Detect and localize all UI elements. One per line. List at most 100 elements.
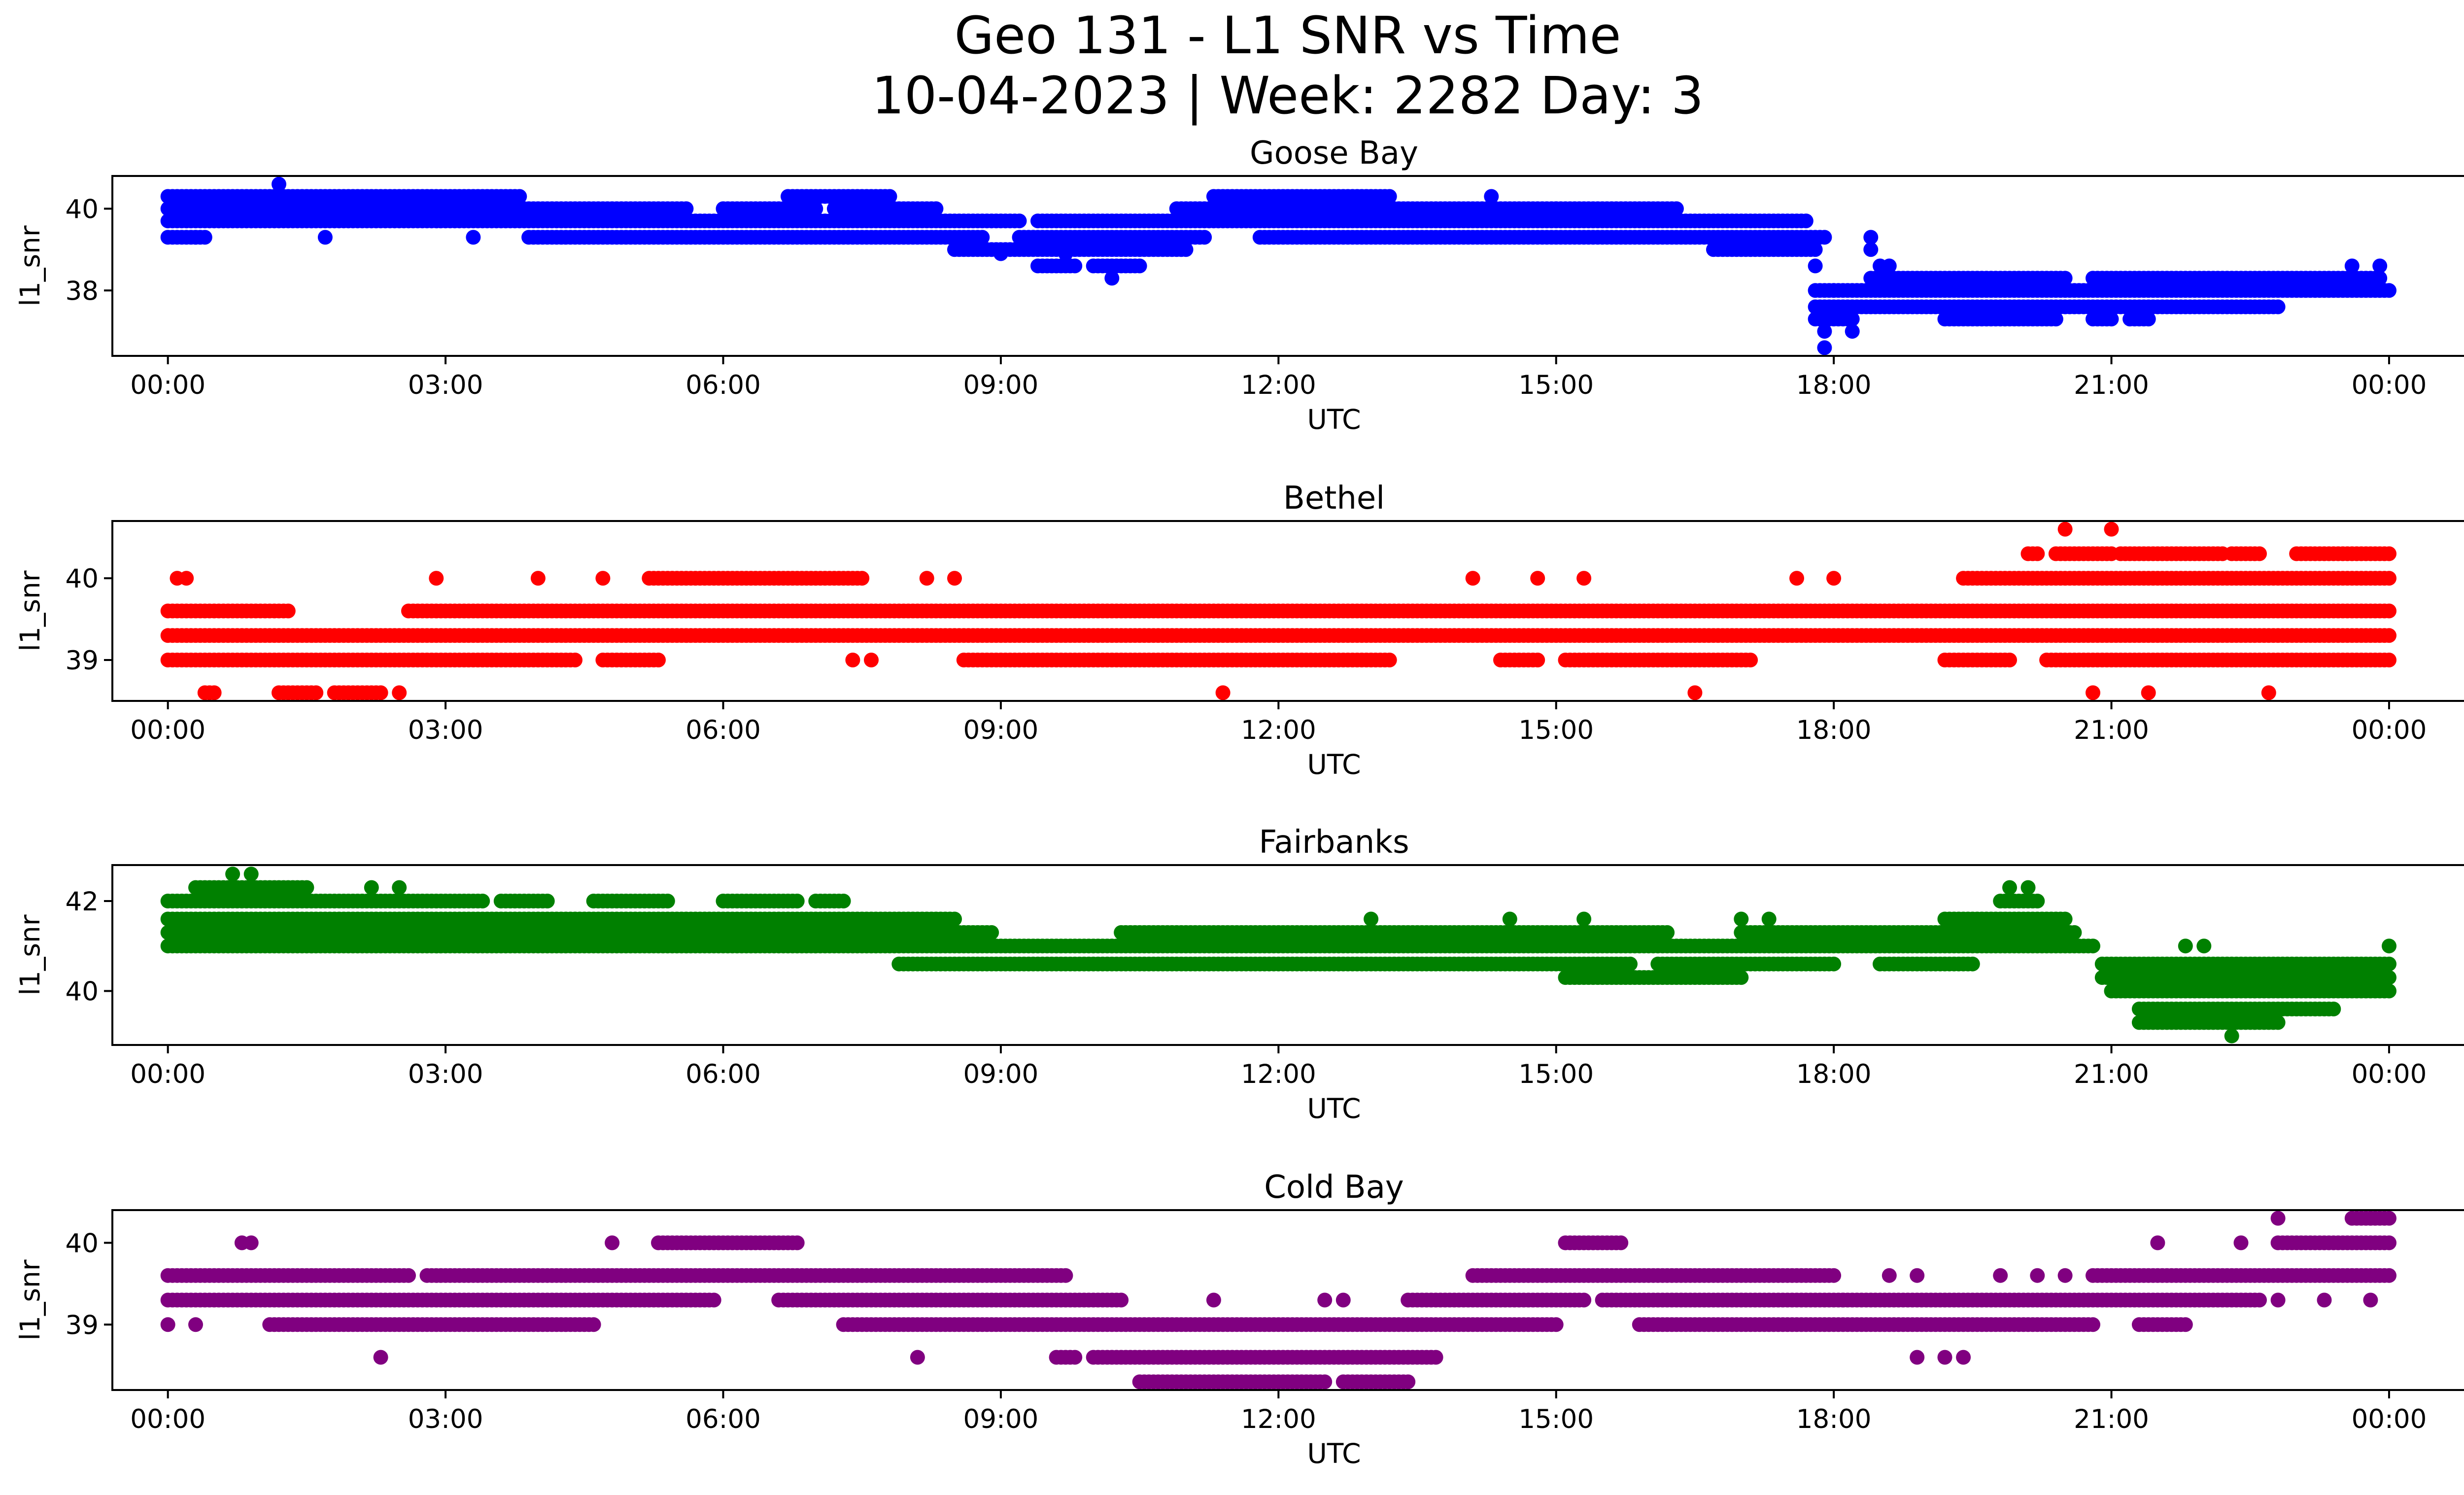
- y-tick-label: 40: [66, 977, 99, 1007]
- x-tick-label: 00:00: [2352, 1059, 2427, 1089]
- y-tick-label: 38: [66, 276, 99, 306]
- data-point: [928, 201, 944, 216]
- data-point: [2141, 685, 2156, 700]
- data-point: [2326, 1002, 2341, 1016]
- x-tick-label: 12:00: [1241, 1059, 1316, 1089]
- x-tick-label: 21:00: [2074, 715, 2149, 745]
- x-tick-label: 12:00: [1241, 715, 1316, 745]
- data-point: [2344, 258, 2360, 274]
- data-point: [855, 571, 870, 586]
- data-point: [2104, 312, 2119, 327]
- data-point: [1178, 242, 1194, 257]
- data-point: [947, 911, 962, 927]
- y-tick-label: 40: [66, 564, 99, 594]
- data-point: [993, 246, 1008, 261]
- data-point: [2382, 1235, 2396, 1251]
- data-point: [392, 685, 407, 700]
- x-tick-label: 18:00: [1796, 370, 1872, 400]
- data-point: [280, 603, 296, 619]
- data-point: [2382, 653, 2396, 667]
- x-tick-label: 00:00: [2352, 715, 2427, 745]
- data-point: [1965, 956, 1980, 972]
- data-point: [975, 230, 990, 245]
- data-point: [2067, 925, 2082, 940]
- data-point: [2382, 628, 2396, 643]
- data-point: [2270, 299, 2286, 314]
- subplot-title: Fairbanks: [1259, 824, 1409, 861]
- data-point: [1734, 970, 1749, 985]
- subplot-title: Bethel: [1283, 480, 1385, 517]
- data-point: [2002, 653, 2017, 667]
- data-point: [1687, 685, 1703, 700]
- data-point: [1789, 571, 1804, 586]
- data-point: [2372, 258, 2388, 274]
- x-tick-label: 06:00: [685, 370, 761, 400]
- data-point: [864, 653, 879, 667]
- y-axis-label: l1_snr: [14, 570, 46, 651]
- data-point: [845, 653, 860, 667]
- data-point: [947, 571, 962, 586]
- data-point: [1808, 242, 1823, 257]
- data-point: [429, 571, 444, 586]
- data-point: [1382, 653, 1397, 667]
- data-point: [1808, 258, 1823, 274]
- data-point: [2048, 312, 2063, 327]
- data-point: [1623, 956, 1638, 972]
- y-tick-label: 40: [66, 194, 99, 224]
- y-axis-label: l1_snr: [14, 914, 46, 995]
- data-point: [2178, 939, 2193, 954]
- data-point: [272, 176, 286, 192]
- data-point: [2382, 939, 2396, 954]
- data-point: [1012, 213, 1027, 229]
- data-point: [1817, 324, 1832, 339]
- data-point: [225, 867, 240, 882]
- data-point: [1530, 571, 1545, 586]
- data-point: [540, 894, 555, 908]
- x-tick-label: 21:00: [2074, 1059, 2149, 1089]
- data-point: [882, 189, 897, 204]
- subplot-title: Goose Bay: [1250, 135, 1418, 172]
- x-axis-label: UTC: [1307, 749, 1361, 780]
- data-point: [512, 189, 527, 204]
- data-point: [2002, 880, 2017, 895]
- data-point: [679, 201, 694, 216]
- data-point: [2382, 283, 2396, 298]
- data-point: [2030, 894, 2045, 908]
- data-point: [2252, 546, 2267, 561]
- data-point: [1132, 258, 1147, 274]
- data-point: [836, 894, 851, 908]
- x-tick-label: 12:00: [1241, 370, 1316, 400]
- data-point: [2261, 685, 2276, 700]
- data-point: [1761, 911, 1777, 927]
- data-point: [475, 894, 490, 908]
- data-point: [1734, 911, 1749, 927]
- data-point: [1743, 653, 1758, 667]
- data-point: [299, 880, 314, 895]
- x-axis-label: UTC: [1307, 1093, 1361, 1124]
- data-point: [2086, 685, 2100, 700]
- data-point: [1530, 653, 1545, 667]
- data-point: [317, 230, 333, 245]
- data-point: [919, 571, 934, 586]
- data-point: [2270, 1015, 2286, 1030]
- x-tick-label: 00:00: [130, 1059, 205, 1089]
- subplot-title: Cold Bay: [1264, 1169, 1404, 1206]
- data-point: [364, 880, 379, 895]
- data-point: [1364, 911, 1379, 927]
- data-point: [595, 571, 611, 586]
- data-point: [2030, 546, 2045, 561]
- x-tick-label: 03:00: [408, 715, 483, 745]
- data-point: [1660, 925, 1675, 940]
- data-point: [1576, 571, 1592, 586]
- figure-title-line1: Geo 131 - L1 SNR vs Time: [954, 5, 1621, 66]
- data-point: [1382, 189, 1397, 204]
- data-point: [1104, 271, 1120, 286]
- data-point: [530, 571, 546, 586]
- data-point: [2224, 1028, 2239, 1043]
- x-tick-label: 06:00: [685, 715, 761, 745]
- x-tick-label: 09:00: [963, 370, 1039, 400]
- data-point: [1845, 324, 1860, 339]
- x-tick-label: 15:00: [1518, 715, 1594, 745]
- x-tick-label: 15:00: [1518, 1059, 1594, 1089]
